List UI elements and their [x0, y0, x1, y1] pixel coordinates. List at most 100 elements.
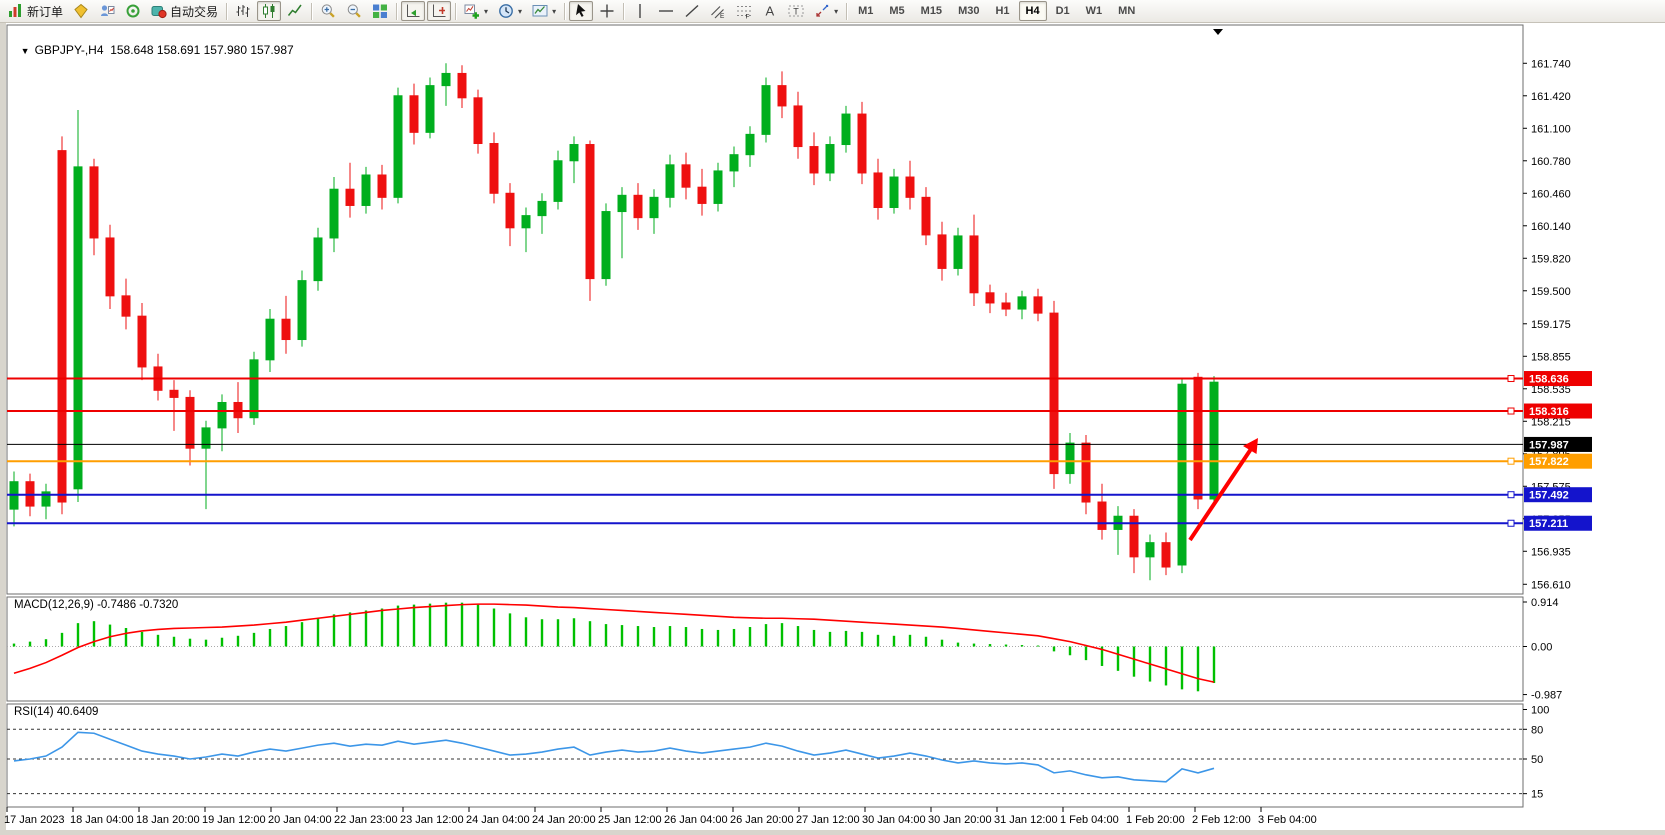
tf-d1-button[interactable]: D1	[1049, 1, 1077, 21]
tf-d1-button-label: D1	[1055, 5, 1070, 17]
tf-mn-button[interactable]: MN	[1111, 1, 1142, 21]
candle-down	[809, 146, 819, 174]
tf-h4-button-label: H4	[1025, 5, 1040, 17]
hline-handle[interactable]	[1507, 407, 1515, 415]
dropdown-arrow-icon[interactable]: ▾	[834, 6, 839, 16]
fibonacci-button[interactable]: F	[732, 1, 756, 21]
hline-handle[interactable]	[1507, 491, 1515, 499]
candle-down	[697, 186, 707, 204]
candle-down	[921, 196, 931, 236]
price-tick-label: 159.820	[1531, 253, 1571, 265]
new-order-button[interactable]: 新订单	[4, 1, 67, 21]
tf-mn-button-label: MN	[1118, 5, 1136, 17]
candle-down	[585, 144, 595, 280]
crosshair-button[interactable]	[595, 1, 619, 21]
vertical-line-button[interactable]	[628, 1, 652, 21]
hline-handle[interactable]	[1507, 457, 1515, 465]
arrow-line[interactable]	[1188, 447, 1253, 542]
dropdown-arrow-icon[interactable]: ▾	[484, 6, 489, 16]
data-window-button[interactable]	[95, 1, 119, 21]
rsi-indicator-label: RSI(14) 40.6409	[14, 706, 99, 718]
candle-up	[1017, 296, 1027, 310]
price-axis: 161.740 161.420 161.100 160.780 160.460 160.1…	[1523, 58, 1571, 591]
chart-dropdown-icon[interactable]: ▼	[20, 46, 30, 56]
trendline-button[interactable]	[680, 1, 704, 21]
dropdown-arrow-icon[interactable]: ▾	[552, 6, 557, 16]
chart-symbol-period: GBPJPY-,H4	[34, 43, 104, 57]
tf-w1-button[interactable]: W1	[1079, 1, 1110, 21]
candle-down	[473, 97, 483, 145]
periods-button[interactable]: ▾	[494, 1, 526, 21]
time-label: 25 Jan 12:00	[598, 814, 662, 826]
candle-up	[217, 401, 227, 429]
tf-m30-button[interactable]: M30	[951, 1, 986, 21]
auto-trading-button-label: 自动交易	[170, 4, 219, 19]
candle-down	[985, 292, 995, 304]
price-tick-label: 161.100	[1531, 123, 1571, 135]
price-badge-label: 158.316	[1529, 406, 1569, 418]
market-watch-button[interactable]	[69, 1, 93, 21]
tile-windows-button[interactable]	[368, 1, 392, 21]
svg-text:E: E	[720, 13, 725, 19]
text-label-button[interactable]: T	[784, 1, 808, 21]
price-tick-label: 158.855	[1531, 351, 1571, 363]
candle-down	[905, 176, 915, 198]
candlestick-chart-button[interactable]	[257, 1, 282, 21]
candle-up	[73, 166, 83, 490]
tf-h4-button[interactable]: H4	[1018, 1, 1047, 21]
zoom-out-icon	[346, 3, 362, 19]
time-label: 24 Jan 04:00	[466, 814, 530, 826]
tf-m1-button-label: M1	[858, 5, 874, 17]
tf-h1-button[interactable]: H1	[988, 1, 1016, 21]
tf-m5-button[interactable]: M5	[882, 1, 911, 21]
channel-icon: E	[710, 3, 726, 19]
navigator-button[interactable]	[121, 1, 145, 21]
candle-up	[41, 491, 51, 507]
macd-pane	[6, 596, 1524, 702]
channel-button[interactable]: E	[706, 1, 730, 21]
cursor-button[interactable]	[569, 1, 594, 21]
candle-down	[121, 295, 131, 317]
candle-down	[409, 95, 419, 133]
tf-m30-button-label: M30	[958, 5, 980, 17]
hline-handle[interactable]	[1507, 375, 1515, 383]
auto-scroll-button[interactable]	[401, 1, 426, 21]
price-badge	[1524, 371, 1592, 387]
tf-m1-button[interactable]: M1	[851, 1, 880, 21]
tf-h1-button-label: H1	[995, 5, 1010, 17]
time-label: 19 Jan 12:00	[202, 814, 266, 826]
candle-up	[889, 176, 899, 208]
price-badge	[1524, 403, 1592, 419]
line-chart-button[interactable]	[283, 1, 307, 21]
vline-icon	[632, 3, 648, 19]
price-tick-label: 158.215	[1531, 416, 1571, 428]
indicators-button[interactable]: ▾	[460, 1, 492, 21]
candlestick-series	[9, 63, 1219, 581]
tf-m5-button-label: M5	[889, 5, 905, 17]
bar-chart-button[interactable]	[231, 1, 255, 21]
zoom-in-button[interactable]	[316, 1, 340, 21]
macd-indicator: 0.914 0.00 -0.987	[7, 597, 1562, 702]
candle-down	[681, 164, 691, 188]
zoom-out-button[interactable]	[342, 1, 366, 21]
price-badge	[1524, 436, 1592, 452]
crosshair-icon	[599, 3, 615, 19]
hline-handle[interactable]	[1507, 519, 1515, 527]
time-label: 24 Jan 20:00	[532, 814, 596, 826]
horizontal-line-button[interactable]	[654, 1, 678, 21]
chart-title: ▼ GBPJPY-,H4 158.648 158.691 157.980 157.…	[14, 29, 294, 57]
time-label: 3 Feb 04:00	[1258, 814, 1317, 826]
auto-trading-button[interactable]: 自动交易	[147, 1, 222, 21]
chart-shift-button[interactable]	[427, 1, 452, 21]
dropdown-arrow-icon[interactable]: ▾	[518, 6, 523, 16]
new-order-icon	[8, 3, 24, 19]
time-label: 30 Jan 04:00	[862, 814, 926, 826]
arrow-head[interactable]	[1243, 438, 1258, 454]
svg-text:T: T	[793, 7, 799, 17]
arrows-button[interactable]: ▾	[810, 1, 842, 21]
tf-m15-button[interactable]: M15	[914, 1, 949, 21]
cursor-icon	[573, 3, 589, 19]
text-button[interactable]: A	[758, 1, 782, 21]
trend-arrow-annotation[interactable]	[1188, 438, 1258, 542]
templates-button[interactable]: ▾	[528, 1, 560, 21]
